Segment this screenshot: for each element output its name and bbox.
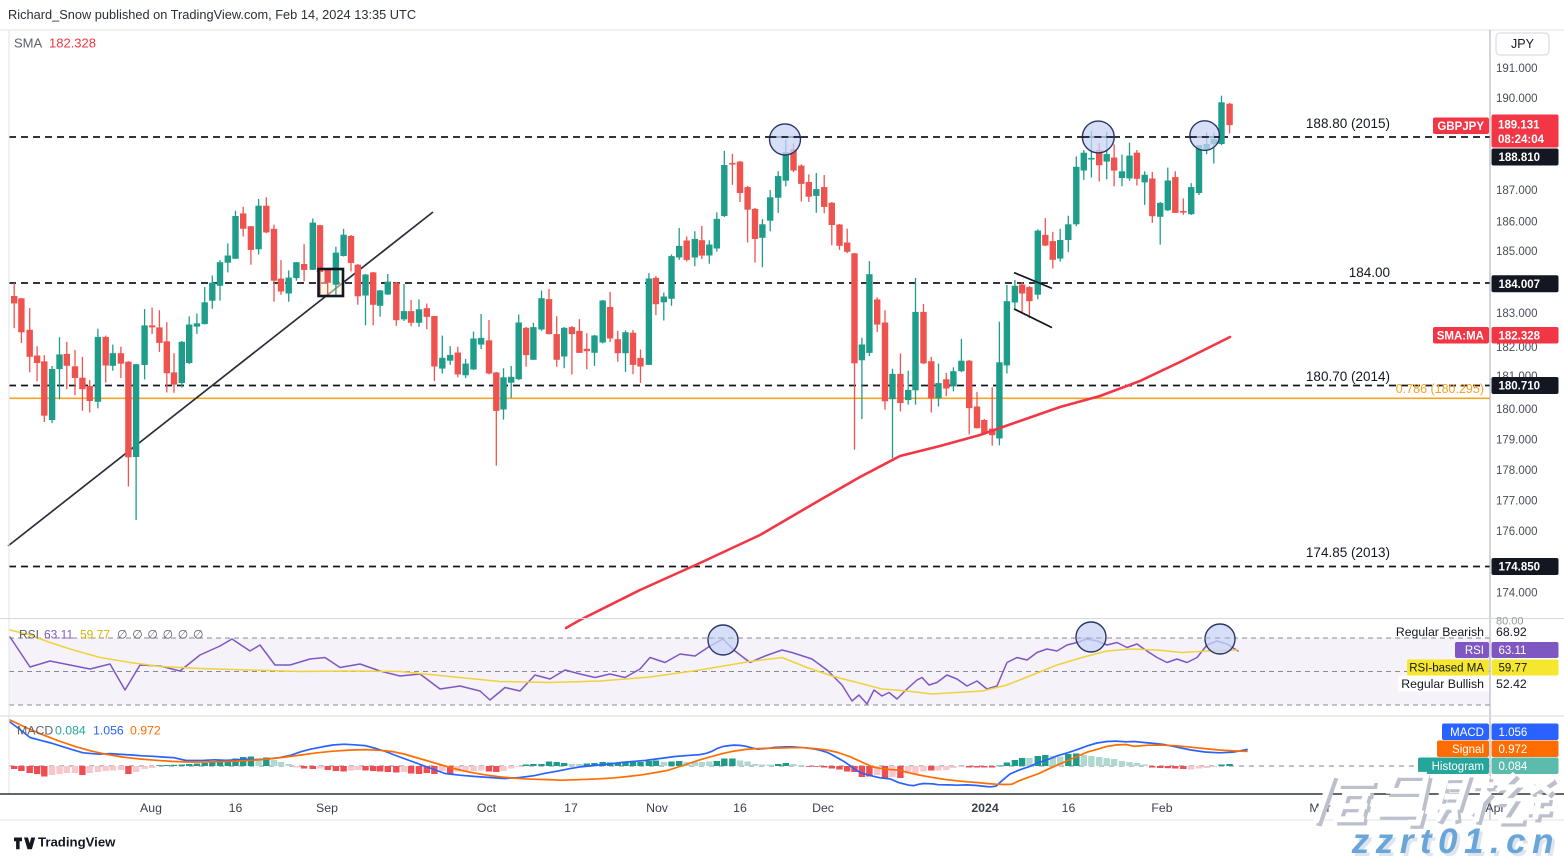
svg-text:180.710: 180.710 [1499, 381, 1541, 393]
svg-text:∅: ∅ [147, 628, 157, 642]
svg-text:Aug: Aug [140, 801, 162, 815]
svg-text:185.000: 185.000 [1496, 246, 1538, 258]
svg-text:0.972: 0.972 [130, 724, 161, 738]
svg-text:RSI: RSI [1465, 645, 1484, 657]
svg-text:RSI: RSI [19, 628, 39, 642]
svg-text:Sep: Sep [316, 801, 338, 815]
svg-text:174.850: 174.850 [1499, 562, 1541, 574]
svg-text:52.42: 52.42 [1496, 677, 1527, 691]
svg-text:MACD: MACD [17, 724, 53, 738]
svg-text:68.92: 68.92 [1496, 625, 1527, 639]
svg-text:183.000: 183.000 [1496, 308, 1538, 320]
svg-text:Dec: Dec [812, 801, 834, 815]
svg-text:∅: ∅ [193, 628, 203, 642]
svg-text:187.000: 187.000 [1496, 185, 1538, 197]
svg-text:182.328: 182.328 [49, 36, 96, 51]
svg-text:63.11: 63.11 [1499, 645, 1527, 657]
svg-text:184.00: 184.00 [1349, 265, 1390, 280]
svg-text:Richard_Snow published on Trad: Richard_Snow published on TradingView.co… [8, 7, 416, 22]
svg-text:188.810: 188.810 [1499, 152, 1541, 164]
svg-text:0.084: 0.084 [1499, 761, 1528, 773]
svg-text:180.000: 180.000 [1496, 404, 1538, 416]
svg-text:0.786 (180.295): 0.786 (180.295) [1396, 382, 1484, 396]
svg-text:Regular Bearish: Regular Bearish [1396, 625, 1484, 639]
svg-text:Signal: Signal [1452, 744, 1484, 756]
svg-text:59.77: 59.77 [80, 628, 110, 642]
svg-text:Regular Bullish: Regular Bullish [1401, 677, 1484, 691]
svg-text:176.000: 176.000 [1496, 526, 1538, 538]
svg-text:GBPJPY: GBPJPY [1437, 121, 1484, 133]
svg-text:180.70 (2014): 180.70 (2014) [1306, 369, 1390, 384]
svg-text:186.000: 186.000 [1496, 217, 1538, 229]
svg-text:RSI-based MA: RSI-based MA [1409, 663, 1484, 675]
svg-text:zzrt01.cn: zzrt01.cn [1351, 822, 1560, 857]
svg-text:174.000: 174.000 [1496, 587, 1538, 599]
svg-text:∅: ∅ [163, 628, 173, 642]
svg-text:MACD: MACD [1450, 727, 1484, 739]
svg-text:190.000: 190.000 [1496, 93, 1538, 105]
svg-text:63.11: 63.11 [44, 628, 73, 642]
svg-text:174.85 (2013): 174.85 (2013) [1306, 545, 1390, 560]
svg-text:Oct: Oct [477, 801, 497, 815]
svg-text:∅: ∅ [178, 628, 188, 642]
svg-text:∅: ∅ [132, 628, 142, 642]
svg-text:17: 17 [564, 801, 578, 815]
svg-text:177.000: 177.000 [1496, 495, 1538, 507]
svg-text:184.007: 184.007 [1499, 279, 1541, 291]
svg-text:Nov: Nov [646, 801, 669, 815]
svg-text:SMA: SMA [14, 36, 43, 51]
svg-text:TradingView: TradingView [38, 835, 116, 850]
svg-text:189.131: 189.131 [1498, 120, 1540, 132]
svg-text:08:24:04: 08:24:04 [1498, 134, 1545, 146]
svg-text:SMA:MA: SMA:MA [1437, 330, 1484, 342]
svg-text:JPY: JPY [1511, 37, 1535, 51]
svg-text:179.000: 179.000 [1496, 435, 1538, 447]
svg-text:1.056: 1.056 [93, 724, 124, 738]
svg-text:1.056: 1.056 [1499, 727, 1528, 739]
svg-text:191.000: 191.000 [1496, 63, 1538, 75]
svg-text:80.00: 80.00 [1496, 616, 1524, 628]
svg-text:16: 16 [733, 801, 747, 815]
svg-text:188.80 (2015): 188.80 (2015) [1306, 116, 1390, 131]
svg-text:59.77: 59.77 [1499, 663, 1528, 675]
svg-text:182.000: 182.000 [1496, 342, 1538, 354]
svg-text:Feb: Feb [1151, 801, 1172, 815]
svg-text:Histogram: Histogram [1432, 761, 1484, 773]
svg-text:0.972: 0.972 [1499, 744, 1528, 756]
svg-text:182.328: 182.328 [1499, 330, 1541, 342]
svg-text:16: 16 [229, 801, 243, 815]
svg-text:2024: 2024 [971, 801, 999, 815]
svg-text:∅: ∅ [117, 628, 127, 642]
svg-text:16: 16 [1062, 801, 1076, 815]
svg-text:0.084: 0.084 [55, 724, 86, 738]
svg-text:178.000: 178.000 [1496, 465, 1538, 477]
